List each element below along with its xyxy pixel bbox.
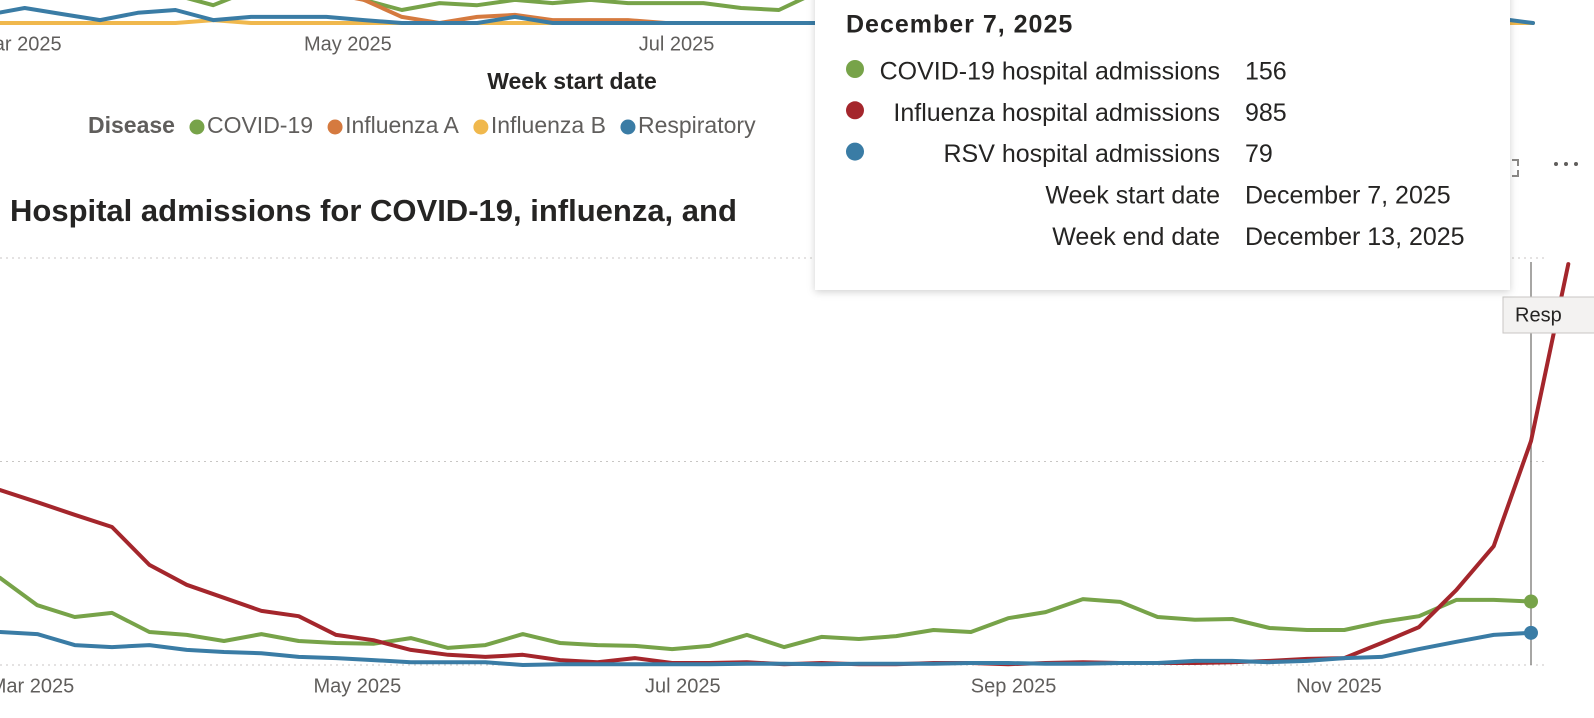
tooltip-value: 79 (1245, 140, 1273, 168)
tooltip-value: December 13, 2025 (1245, 223, 1465, 251)
legend-marker (189, 119, 205, 135)
tooltip-title: December 7, 2025 (846, 11, 1073, 39)
more-options[interactable] (1574, 162, 1578, 166)
more-options[interactable] (1564, 162, 1568, 166)
hover-marker (1524, 594, 1538, 609)
legend: Disease COVID-19 Influenza A Influenza B Res… (88, 112, 756, 138)
legend-label: Influenza B (491, 112, 606, 138)
tooltip-label: RSV hospital admissions (943, 140, 1220, 168)
tooltip-label: Week end date (1052, 223, 1220, 251)
series-line (0, 630, 1533, 667)
tooltip-marker (846, 142, 864, 161)
tooltip-label: COVID-19 hospital admissions (880, 58, 1220, 86)
chart-title: Hospital admissions for COVID-19, influe… (10, 193, 737, 228)
tooltip-label: Influenza hospital admissions (893, 99, 1220, 127)
tooltip-label: Week start date (1045, 182, 1220, 210)
focus-icon[interactable] (1512, 159, 1519, 177)
legend-label: Influenza A (345, 112, 459, 138)
series-line (186, 0, 805, 12)
x-tick-label: May 2025 (304, 33, 392, 55)
x-tick-label: Jul 2025 (645, 675, 721, 697)
hover-marker (1524, 625, 1538, 640)
legend-label: COVID-19 (207, 112, 313, 138)
legend-title: Disease (88, 112, 175, 138)
x-tick-label: Mar 2025 (0, 33, 62, 55)
x-tick-label: May 2025 (313, 675, 401, 697)
tooltip-box (815, 0, 1510, 290)
tooltip-value: 156 (1245, 58, 1287, 86)
tooltip-marker (846, 60, 864, 78)
legend-label: Respiratory (638, 112, 756, 138)
legend-marker (473, 119, 489, 135)
series-line (0, 262, 1571, 667)
x-axis-title: Week start date (487, 68, 657, 94)
chart: Mar 2025 May 2025 Jul 2025 Sep 2025 Nov 2025… (0, 193, 1571, 697)
side-label-box (1502, 296, 1594, 334)
side-label-text: Resp (1515, 304, 1562, 326)
visual-header (1512, 159, 1578, 177)
tooltip: December 7, 2025 COVID-19 hospital admis… (815, 0, 1510, 290)
legend-marker (620, 119, 636, 135)
tooltip-value: December 7, 2025 (1245, 182, 1451, 210)
side-label: Resp (1502, 296, 1594, 334)
legend-marker (327, 119, 343, 135)
x-tick-label: Jul 2025 (639, 33, 715, 55)
tooltip-marker (846, 101, 864, 120)
tooltip-value: 985 (1245, 99, 1287, 127)
series-line (0, 575, 1533, 652)
x-tick-label: Sep 2025 (971, 675, 1057, 697)
more-options[interactable] (1554, 162, 1558, 166)
x-tick-label: Nov 2025 (1296, 675, 1382, 697)
x-tick-label: Mar 2025 (0, 675, 74, 697)
